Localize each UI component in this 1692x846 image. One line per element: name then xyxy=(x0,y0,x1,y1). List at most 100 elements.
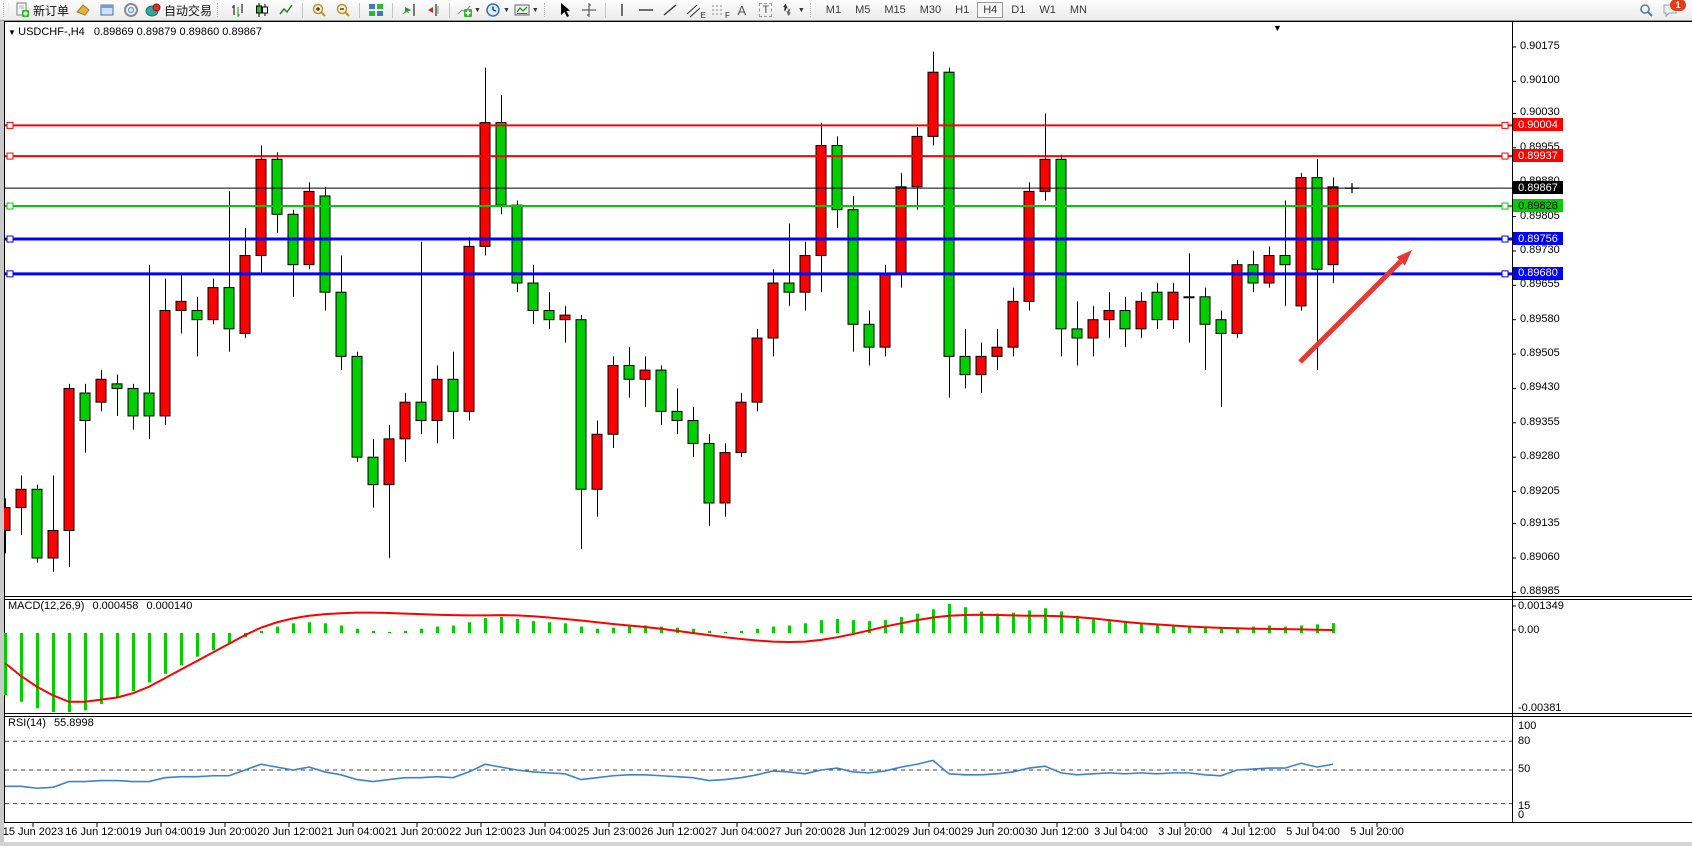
candle-up xyxy=(1135,300,1147,330)
price-tick-label: 0.89655 xyxy=(1520,278,1560,291)
zoom-group xyxy=(307,0,355,20)
tile-windows-button[interactable] xyxy=(364,1,388,19)
arrows-button[interactable]: ▼ xyxy=(778,1,807,19)
rsi-line xyxy=(5,759,1334,790)
data-window-button[interactable] xyxy=(95,1,119,19)
indicators-icon xyxy=(456,2,473,18)
line-handle[interactable] xyxy=(6,121,14,129)
arrows-caret[interactable]: ▼ xyxy=(797,6,805,14)
rsi-axis-label: 0 xyxy=(1518,809,1525,821)
bar-chart-style-button[interactable] xyxy=(226,1,250,19)
candle-up xyxy=(63,387,75,532)
zoom-in-icon xyxy=(311,2,327,18)
macd-signal-value: 0.000140 xyxy=(146,600,193,612)
candle-down xyxy=(415,401,427,422)
candle-down xyxy=(527,282,539,312)
candle-up xyxy=(559,314,571,321)
navigator-button[interactable] xyxy=(119,1,143,19)
chart-title-caret[interactable]: ▼ xyxy=(8,28,19,37)
candle-up xyxy=(911,135,923,188)
indicators-button[interactable]: ▼ xyxy=(454,1,483,19)
line-handle[interactable] xyxy=(6,270,14,278)
horizontal-line-button[interactable] xyxy=(634,1,658,19)
candle-down xyxy=(351,355,363,458)
zoom-in-button[interactable] xyxy=(307,1,331,19)
search-button[interactable] xyxy=(1634,1,1658,19)
navigator-icon xyxy=(123,2,139,18)
timeframe-h1[interactable]: H1 xyxy=(955,4,970,16)
timeframe-m1[interactable]: M1 xyxy=(825,4,842,16)
chart-dropdown-caret[interactable]: ▼ xyxy=(1273,23,1282,33)
candle-up xyxy=(239,255,251,334)
line-handle[interactable] xyxy=(6,202,14,210)
candle-up xyxy=(1023,190,1035,302)
templates-caret[interactable]: ▼ xyxy=(531,6,539,14)
main-toolbar: 新订单 自动交易 xyxy=(0,0,1692,21)
arrow-object-head[interactable] xyxy=(1396,250,1412,266)
line-handle[interactable] xyxy=(1501,270,1509,278)
trendline-icon xyxy=(662,2,678,18)
line-handle[interactable] xyxy=(6,152,14,160)
templates-button[interactable]: ▼ xyxy=(512,1,541,19)
line-handle[interactable] xyxy=(1501,235,1509,243)
toolbar-separator xyxy=(392,2,394,18)
line-handle[interactable] xyxy=(1501,152,1509,160)
trendline-button[interactable] xyxy=(658,1,682,19)
price-badge: 0.89828 xyxy=(1513,199,1563,213)
cursor-button[interactable] xyxy=(553,1,577,19)
indicators-caret[interactable]: ▼ xyxy=(474,6,481,14)
label-button[interactable]: T xyxy=(754,1,778,19)
candle-up xyxy=(607,365,619,435)
line-chart-style-button[interactable] xyxy=(274,1,298,19)
timeframe-mn[interactable]: MN xyxy=(1069,4,1087,16)
fibonacci-icon xyxy=(710,2,726,18)
candle-down xyxy=(335,291,347,357)
chart-shift-button[interactable] xyxy=(421,1,445,19)
rsi-axis-label: 15 xyxy=(1518,800,1531,812)
candle-up xyxy=(15,488,27,509)
toolbar-grip[interactable] xyxy=(809,3,816,17)
zoom-out-button[interactable] xyxy=(331,1,355,19)
timeframe-d1[interactable]: D1 xyxy=(1011,4,1026,16)
timeframe-m15[interactable]: M15 xyxy=(884,4,906,16)
market-watch-button[interactable] xyxy=(71,1,95,19)
line-handle[interactable] xyxy=(6,235,14,243)
time-tick-label: 29 Jun 04:00 xyxy=(897,826,961,838)
periods-caret[interactable]: ▼ xyxy=(502,6,510,14)
arrow-object-shaft[interactable] xyxy=(1298,259,1403,364)
text-button[interactable]: A xyxy=(730,1,754,19)
channel-icon xyxy=(686,2,702,18)
new-order-button[interactable]: 新订单 xyxy=(12,1,71,19)
candle-up xyxy=(639,369,651,380)
fibonacci-button[interactable]: F xyxy=(706,1,730,20)
candle-up xyxy=(1103,310,1115,321)
periods-button[interactable]: ▼ xyxy=(483,1,512,19)
price-tick-label: 0.89730 xyxy=(1520,243,1560,256)
crosshair-button[interactable] xyxy=(577,1,601,19)
candle-up xyxy=(463,245,475,412)
toolbar-grip[interactable] xyxy=(217,3,224,17)
candle-up xyxy=(1263,255,1275,284)
candlestick-style-button[interactable] xyxy=(250,1,274,19)
line-handle[interactable] xyxy=(1501,202,1509,210)
timeframe-m30[interactable]: M30 xyxy=(919,4,942,16)
templates-icon xyxy=(514,2,530,18)
price-badge: 0.90004 xyxy=(1513,118,1563,132)
candle-down xyxy=(447,378,459,412)
candle-down xyxy=(1151,291,1163,321)
candle-up xyxy=(1167,291,1179,321)
toolbar-grip[interactable] xyxy=(543,3,550,17)
candle-up xyxy=(1295,177,1307,307)
horizontal-line-icon xyxy=(637,2,655,18)
line-handle[interactable] xyxy=(1501,121,1509,129)
toolbar-grip[interactable] xyxy=(3,3,9,17)
vertical-line-button[interactable] xyxy=(610,1,634,19)
candle-up xyxy=(479,122,491,247)
auto-trading-button[interactable]: 自动交易 xyxy=(143,1,214,19)
channel-button[interactable]: E xyxy=(682,1,706,20)
notifications-button[interactable]: 1 xyxy=(1658,0,1686,19)
timeframe-w1[interactable]: W1 xyxy=(1039,4,1056,16)
auto-scroll-button[interactable] xyxy=(397,1,421,19)
timeframe-m5[interactable]: M5 xyxy=(855,4,871,16)
timeframe-h4[interactable]: H4 xyxy=(977,2,1004,18)
